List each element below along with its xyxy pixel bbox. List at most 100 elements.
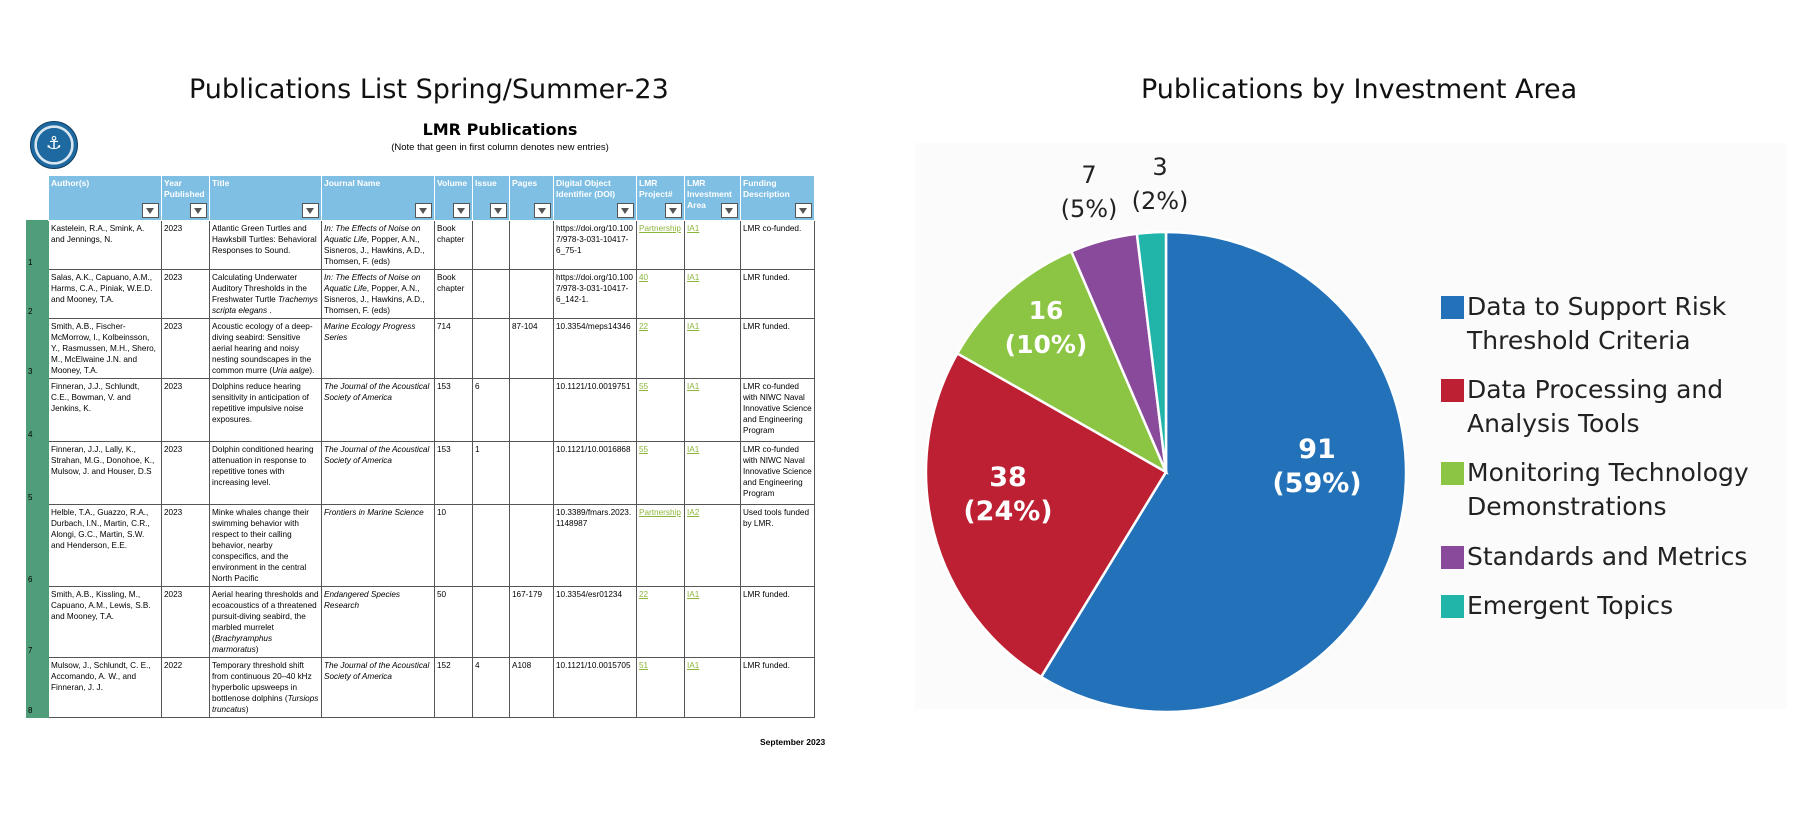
slice-percent-label: (59%) <box>1272 468 1361 499</box>
slice-percent-label: (2%) <box>1132 187 1189 215</box>
column-header: Pages <box>509 175 554 221</box>
slice-value-label: 3 <box>1152 153 1167 181</box>
column-header: LMR Project# <box>636 175 685 221</box>
legend-item: Emergent Topics <box>1441 589 1673 623</box>
cell-project[interactable]: 55 <box>636 378 685 442</box>
column-header-label: Pages <box>512 178 538 188</box>
column-header: Funding Description <box>740 175 815 221</box>
row-number: 3 <box>26 318 49 379</box>
cell-area[interactable]: IA1 <box>684 441 741 505</box>
column-header: Digital Object Identifier (DOI) <box>553 175 637 221</box>
legend-label: Standards and Metrics <box>1467 542 1748 571</box>
legend-label: Data to Support Risk Threshold Criteria <box>1467 292 1727 355</box>
column-header: Author(s) <box>48 175 162 221</box>
cell-project[interactable]: 22 <box>636 586 685 658</box>
cell-funding: LMR funded. <box>740 657 815 718</box>
cell-journal: The Journal of the Acoustical Society of… <box>321 378 435 442</box>
cell-authors: Finneran, J.J., Schlundt, C.E., Bowman, … <box>48 378 162 442</box>
cell-area[interactable]: IA1 <box>684 269 741 319</box>
filter-dropdown-icon[interactable] <box>665 203 682 218</box>
area-link[interactable]: IA1 <box>687 661 700 670</box>
cell-volume: 714 <box>434 318 473 379</box>
area-link[interactable]: IA1 <box>687 273 700 282</box>
project-link[interactable]: 55 <box>639 382 649 391</box>
cell-funding: LMR funded. <box>740 269 815 319</box>
table-row: 2 Salas, A.K., Capuano, A.M., Harms, C.A.… <box>26 269 815 319</box>
area-link[interactable]: IA1 <box>687 590 700 599</box>
cell-pages <box>509 220 554 270</box>
area-link[interactable]: IA1 <box>687 322 700 331</box>
project-link[interactable]: Partnership <box>639 224 681 233</box>
row-number: 6 <box>26 504 49 587</box>
filter-dropdown-icon[interactable] <box>453 203 470 218</box>
filter-dropdown-icon[interactable] <box>534 203 551 218</box>
legend-swatch <box>1441 296 1464 319</box>
cell-funding: LMR funded. <box>740 318 815 379</box>
filter-dropdown-icon[interactable] <box>415 203 432 218</box>
cell-volume: 50 <box>434 586 473 658</box>
project-link[interactable]: 51 <box>639 661 649 670</box>
filter-dropdown-icon[interactable] <box>617 203 634 218</box>
legend-item: Standards and Metrics <box>1441 540 1748 574</box>
cell-project[interactable]: Partnership <box>636 504 685 587</box>
area-link[interactable]: IA2 <box>687 508 700 517</box>
cell-year: 2023 <box>161 269 210 319</box>
table-row: 3 Smith, A.B., Fischer-McMorrow, I., Kolb… <box>26 318 815 379</box>
cell-year: 2023 <box>161 378 210 442</box>
cell-title: Dolphins reduce hearing sensitivity in a… <box>209 378 322 442</box>
filter-dropdown-icon[interactable] <box>795 203 812 218</box>
table-header-row: Author(s) Year Published Title Journal Name… <box>26 175 815 221</box>
cell-area[interactable]: IA1 <box>684 657 741 718</box>
publications-table: Author(s) Year Published Title Journal Name… <box>26 175 815 733</box>
cell-title: Atlantic Green Turtles and Hawksbill Tur… <box>209 220 322 270</box>
table-row: 4 Finneran, J.J., Schlundt, C.E., Bowman,… <box>26 378 815 442</box>
column-header: Volume <box>434 175 473 221</box>
cell-area[interactable]: IA1 <box>684 318 741 379</box>
column-header-label: Issue <box>475 178 497 188</box>
cell-pages: 87-104 <box>509 318 554 379</box>
filter-dropdown-icon[interactable] <box>721 203 738 218</box>
sheet-title: LMR Publications <box>422 120 578 139</box>
project-link[interactable]: 55 <box>639 445 649 454</box>
cell-authors: Helble, T.A., Guazzo, R.A., Durbach, I.N… <box>48 504 162 587</box>
slice-value-label: 7 <box>1081 161 1096 189</box>
table-row: 5 Finneran, J.J., Lally, K., Strahan, M.G… <box>26 441 815 505</box>
column-header-label: Funding Description <box>743 178 790 199</box>
area-link[interactable]: IA1 <box>687 224 700 233</box>
cell-authors: Smith, A.B., Kissling, M., Capuano, A.M.… <box>48 586 162 658</box>
project-link[interactable]: Partnership <box>639 508 681 517</box>
filter-dropdown-icon[interactable] <box>490 203 507 218</box>
cell-project[interactable]: 55 <box>636 441 685 505</box>
filter-dropdown-icon[interactable] <box>302 203 319 218</box>
cell-funding: LMR funded. <box>740 586 815 658</box>
area-link[interactable]: IA1 <box>687 445 700 454</box>
slice-value-label: 91 <box>1298 434 1336 465</box>
cell-journal: In: The Effects of Noise on Aquatic Life… <box>321 269 435 319</box>
cell-doi: 10.3389/fmars.2023.1148987 <box>553 504 637 587</box>
cell-volume: 153 <box>434 378 473 442</box>
project-link[interactable]: 22 <box>639 322 649 331</box>
cell-doi: 10.1121/10.0019751 <box>553 378 637 442</box>
publications-list-heading: Publications List Spring/Summer-23 <box>189 74 669 105</box>
slice-value-label: 16 <box>1029 296 1064 325</box>
filter-dropdown-icon[interactable] <box>190 203 207 218</box>
table-row: 8 Mulsow, J., Schlundt, C. E., Accomando,… <box>26 657 815 718</box>
pie-slice <box>1135 230 1168 473</box>
cell-pages <box>509 378 554 442</box>
cell-year: 2022 <box>161 657 210 718</box>
legend-item: Data to Support Risk Threshold Criteria <box>1441 290 1757 358</box>
cell-journal: The Journal of the Acoustical Society of… <box>321 657 435 718</box>
legend-label: Monitoring Technology Demonstrations <box>1467 458 1749 521</box>
legend-item: Data Processing and Analysis Tools <box>1441 373 1757 441</box>
legend-swatch <box>1441 546 1464 569</box>
cell-area[interactable]: IA1 <box>684 220 741 270</box>
table-row: 1 Kastelein, R.A., Smink, A. and Jennings… <box>26 220 815 270</box>
project-link[interactable]: 40 <box>639 273 649 282</box>
cell-funding: LMR co-funded. <box>740 220 815 270</box>
column-header-label: Title <box>212 178 230 188</box>
filter-dropdown-icon[interactable] <box>142 203 159 218</box>
area-link[interactable]: IA1 <box>687 382 700 391</box>
legend-item: Monitoring Technology Demonstrations <box>1441 456 1757 524</box>
project-link[interactable]: 22 <box>639 590 649 599</box>
table-row: 7 Smith, A.B., Kissling, M., Capuano, A.M… <box>26 586 815 658</box>
